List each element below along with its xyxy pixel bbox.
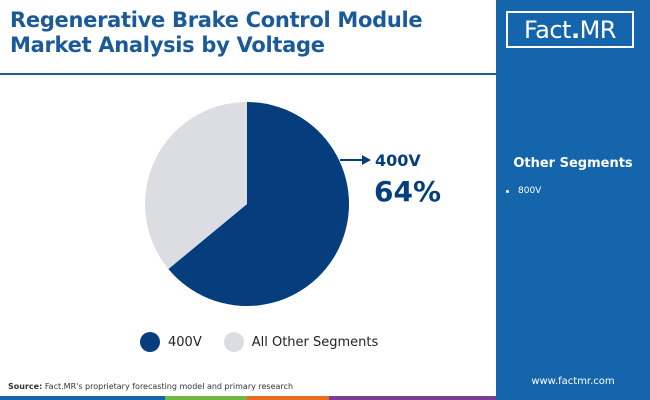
- source-text: Fact.MR's proprietary forecasting model …: [44, 382, 294, 391]
- pie-slices: [145, 102, 349, 306]
- callout-label: 400V: [375, 151, 421, 170]
- logo-text-left: Fact: [524, 15, 571, 44]
- other-segments-heading: Other Segments: [513, 156, 633, 171]
- legend-item-400v: 400V: [140, 332, 202, 352]
- bottom-bar-segment-blue: [0, 396, 165, 400]
- chart-legend: 400V All Other Segments: [140, 330, 400, 354]
- page-title: Regenerative Brake Control Module Market…: [10, 8, 423, 57]
- segment-item-label: 800V: [518, 186, 542, 196]
- list-item: 800V: [506, 186, 541, 196]
- pie-chart: 400V 64%: [145, 102, 441, 306]
- logo-text-right: MR: [579, 15, 617, 44]
- source-label: Source:: [8, 382, 43, 391]
- pie-slice-all-other-segments: [145, 102, 247, 270]
- side-panel: Fact. MR Other Segments 800V www.factmr.c…: [496, 0, 650, 400]
- callout-value: 64%: [374, 175, 441, 208]
- pie-slice-400v: [168, 102, 349, 306]
- other-segments-list: 800V: [506, 186, 541, 196]
- legend-swatch-400v: [140, 332, 160, 352]
- bullet-icon: [506, 189, 509, 193]
- website-link[interactable]: www.factmr.com: [531, 376, 615, 387]
- bottom-color-bar: [0, 396, 496, 400]
- legend-item-other: All Other Segments: [223, 332, 379, 352]
- bottom-bar-segment-purple: [329, 396, 496, 400]
- legend-label-400v: 400V: [168, 334, 202, 350]
- legend-swatch-other: [223, 332, 244, 352]
- title-divider: [0, 73, 496, 75]
- source-note: Source: Fact.MR's proprietary forecastin…: [8, 382, 293, 391]
- callout-arrow: [340, 155, 371, 165]
- logo-dot: .: [570, 15, 580, 44]
- bottom-bar-segment-orange: [247, 396, 329, 400]
- legend-label-other: All Other Segments: [251, 334, 379, 350]
- bottom-bar-segment-green: [165, 396, 247, 400]
- factmr-logo: Fact. MR: [506, 11, 634, 48]
